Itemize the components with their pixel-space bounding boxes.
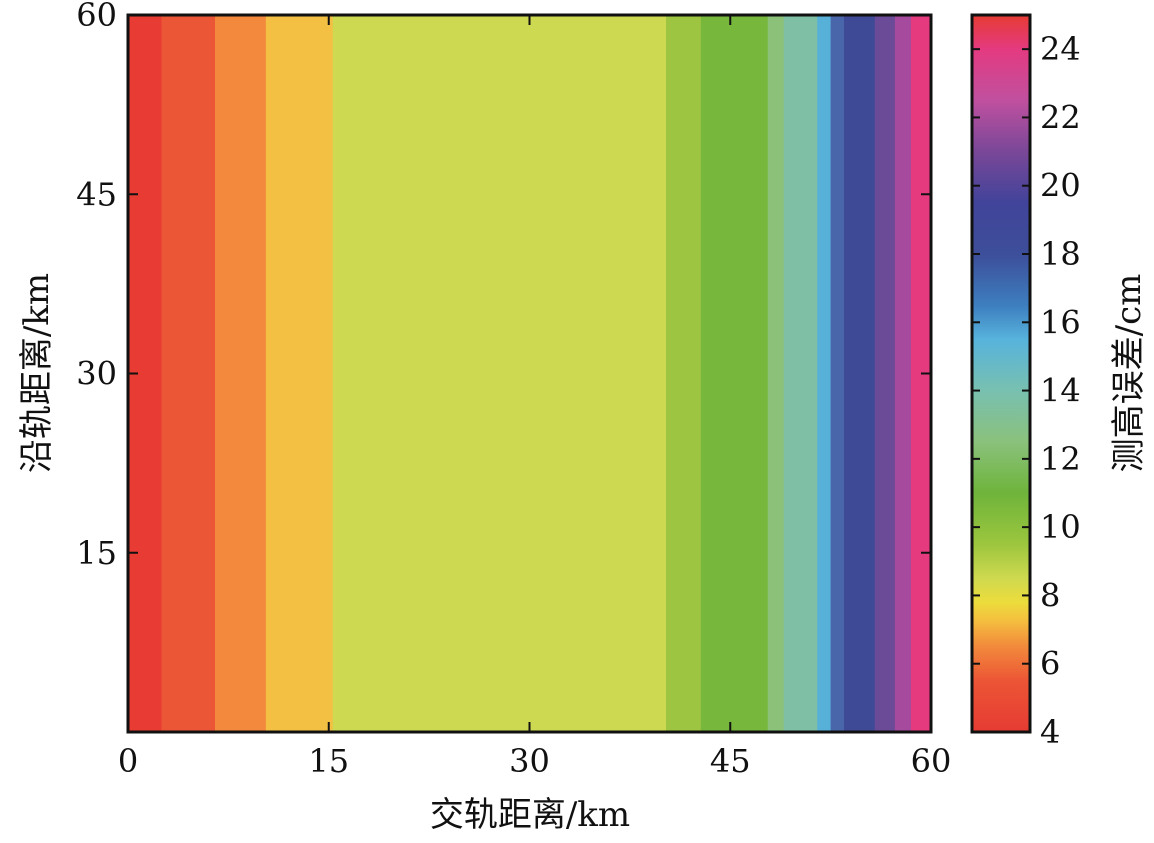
colorbar-tick-label: 14 — [1040, 372, 1081, 410]
x-tick-label: 45 — [710, 742, 751, 780]
x-tick-label: 30 — [509, 742, 550, 780]
colorbar-tick-label: 20 — [1040, 167, 1081, 205]
heatmap-band-8 — [767, 15, 785, 732]
x-axis-label: 交轨距离/km — [430, 795, 630, 835]
colorbar-tick-label: 8 — [1040, 576, 1060, 614]
heatmap-band-11 — [830, 15, 845, 732]
x-tick-label: 0 — [118, 742, 138, 780]
y-tick-label: 30 — [76, 355, 117, 393]
x-tick-label: 15 — [308, 742, 349, 780]
y-tick-label: 15 — [76, 534, 117, 572]
colorbar-tick-label: 12 — [1040, 440, 1081, 478]
colorbar-tick-label: 10 — [1040, 508, 1081, 546]
heatmap-band-14 — [894, 15, 912, 732]
colorbar-gradient — [970, 13, 1032, 734]
colorbar-tick-label: 6 — [1040, 645, 1060, 683]
y-axis: 15 30 45 60 — [76, 0, 931, 572]
y-axis-label: 沿轨距离/km — [17, 273, 57, 473]
colorbar-tick-label: 18 — [1040, 235, 1081, 273]
colorbar-tick-label: 22 — [1040, 98, 1081, 136]
heatmap-bands — [128, 15, 932, 732]
colorbar: 4 6 8 10 12 14 16 18 20 22 24 — [970, 13, 1081, 751]
colorbar-label: 测高误差/cm — [1109, 274, 1149, 473]
heatmap-band-13 — [874, 15, 896, 732]
colorbar-ticks: 4 6 8 10 12 14 16 18 20 22 24 — [972, 30, 1081, 751]
colorbar-tick-label: 24 — [1040, 30, 1081, 68]
heatmap-band-9 — [783, 15, 818, 732]
heatmap-band-5 — [332, 15, 667, 732]
x-tick-label: 60 — [911, 742, 952, 780]
heatmap-band-3 — [214, 15, 267, 732]
heatmap-band-6 — [666, 15, 702, 732]
heatmap-band-10 — [817, 15, 832, 732]
y-tick-label: 45 — [76, 175, 117, 213]
x-axis: 0 15 30 45 60 — [118, 15, 952, 780]
heatmap-band-12 — [844, 15, 876, 732]
colorbar-tick-label: 16 — [1040, 303, 1081, 341]
colorbar-tick-label: 4 — [1040, 713, 1060, 751]
heatmap-band-7 — [700, 15, 769, 732]
heatmap-band-4 — [265, 15, 334, 732]
heatmap-band-2 — [161, 15, 216, 732]
y-tick-label: 60 — [76, 0, 117, 34]
